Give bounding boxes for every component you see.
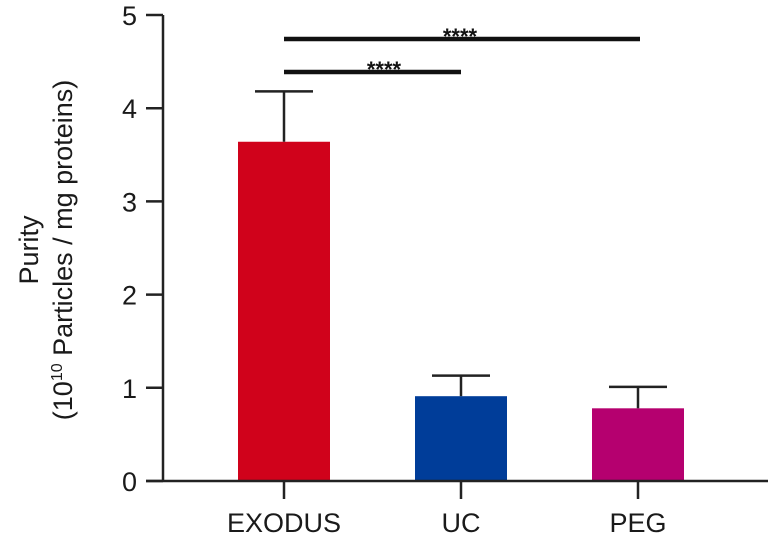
y-axis-subtitle: (1010 Particles / mg proteins) [48, 80, 78, 420]
bar-peg [592, 408, 684, 481]
unit-base: 10 [48, 381, 78, 411]
significance-label: **** [443, 24, 478, 49]
bars [238, 90, 684, 481]
bar-exodus [238, 141, 330, 481]
unit-rest: Particles / mg proteins) [48, 80, 78, 364]
unit-exponent: 10 [49, 363, 66, 381]
y-tick-label: 3 [122, 187, 137, 217]
y-tick-label: 1 [122, 374, 137, 404]
x-axis: EXODUS UC PEG [146, 479, 768, 538]
significance-label: **** [367, 57, 402, 82]
y-axis-title-line1: Purity [14, 215, 44, 285]
y-tick-label: 5 [122, 1, 137, 31]
x-tick-label: PEG [609, 508, 666, 538]
y-tick-label: 2 [122, 281, 137, 311]
y-axis-title: Purity [14, 215, 44, 285]
y-axis: 0 1 2 3 4 5 [122, 1, 165, 497]
significance-annotations: **** **** [284, 24, 640, 82]
x-tick-label: EXODUS [227, 508, 341, 538]
x-tick-label: UC [442, 508, 481, 538]
bar-uc [415, 396, 507, 481]
y-tick-label: 0 [122, 467, 137, 497]
y-tick-label: 4 [122, 94, 137, 124]
svg-text:(1010 Particles / mg proteins): (1010 Particles / mg proteins) [48, 80, 78, 420]
